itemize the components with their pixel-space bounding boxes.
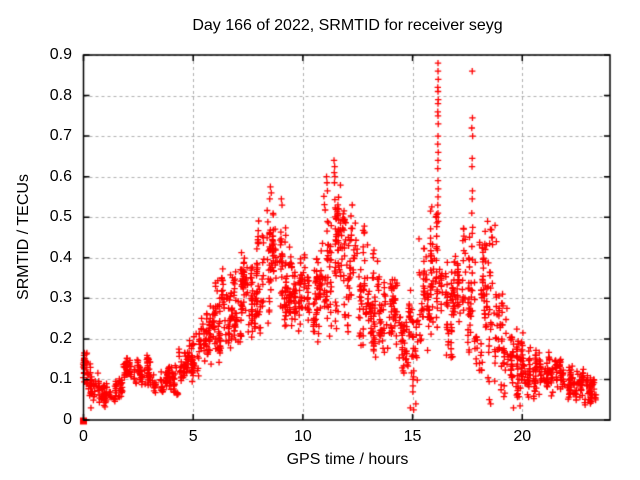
x-tick-label-20: 20 (513, 428, 532, 445)
chart-title: Day 166 of 2022, SRMTID for receiver sey… (192, 17, 503, 34)
x-axis-label: GPS time / hours (286, 451, 409, 468)
x-tick-label-10: 10 (293, 428, 312, 445)
y-axis-label: SRMTID / TECUs (15, 174, 32, 300)
y-tick-label-0.2: 0.2 (49, 329, 72, 347)
y-tick-label-0.5: 0.5 (49, 208, 72, 226)
y-tick-label-0.3: 0.3 (49, 289, 72, 307)
y-tick-label-0.9: 0.9 (49, 46, 72, 63)
y-tick-label-0.6: 0.6 (49, 167, 72, 185)
x-tick-label-0: 0 (79, 428, 88, 445)
y-tick-label-0.1: 0.1 (49, 370, 72, 388)
y-tick-label-0.8: 0.8 (49, 86, 72, 104)
y-tick-label-0.7: 0.7 (49, 127, 72, 145)
y-tick-label-0.4: 0.4 (49, 248, 72, 266)
y-tick-label-0: 0 (63, 411, 72, 428)
x-tick-label-5: 5 (188, 428, 198, 445)
x-tick-label-15: 15 (403, 428, 422, 445)
